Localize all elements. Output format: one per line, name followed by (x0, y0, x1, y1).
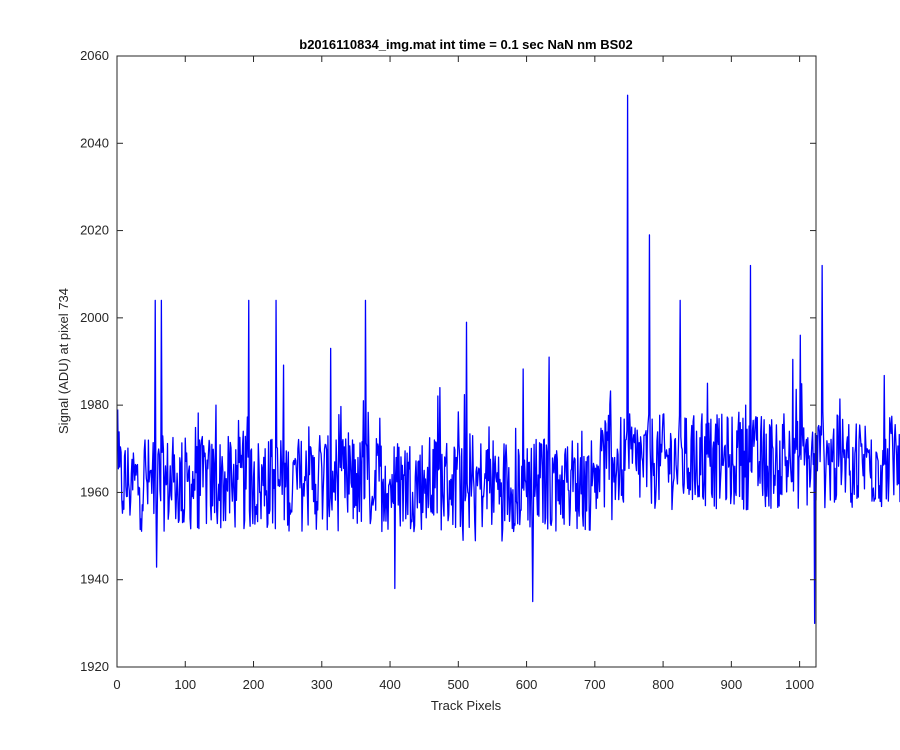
y-tick-label: 2040 (80, 135, 109, 150)
x-tick-label: 1000 (785, 677, 814, 692)
y-ticks: 1920 1940 1960 1980 2000 2020 2040 2060 (80, 48, 816, 674)
y-tick-label: 2000 (80, 310, 109, 325)
x-tick-label: 500 (447, 677, 469, 692)
y-tick-label: 2020 (80, 223, 109, 238)
x-tick-label: 700 (584, 677, 606, 692)
y-tick-label: 1980 (80, 397, 109, 412)
x-tick-label: 0 (113, 677, 120, 692)
x-axis-label: Track Pixels (431, 698, 502, 713)
x-tick-label: 800 (652, 677, 674, 692)
axes-box (116, 55, 817, 668)
chart-title: b2016110834_img.mat int time = 0.1 sec N… (299, 37, 632, 52)
x-tick-label: 300 (311, 677, 333, 692)
y-tick-label: 1960 (80, 484, 109, 499)
x-tick-label: 400 (379, 677, 401, 692)
y-tick-label: 2060 (80, 48, 109, 63)
series-line (117, 94, 900, 625)
series-layer (117, 94, 900, 625)
x-tick-label: 600 (516, 677, 538, 692)
x-tick-label: 200 (243, 677, 265, 692)
x-tick-label: 100 (174, 677, 196, 692)
y-tick-label: 1920 (80, 659, 109, 674)
y-axis-label: Signal (ADU) at pixel 734 (56, 288, 71, 434)
x-tick-label: 900 (721, 677, 743, 692)
y-tick-label: 1940 (80, 572, 109, 587)
x-ticks: 0 100 200 300 400 500 600 700 800 900 1000 (113, 56, 814, 692)
